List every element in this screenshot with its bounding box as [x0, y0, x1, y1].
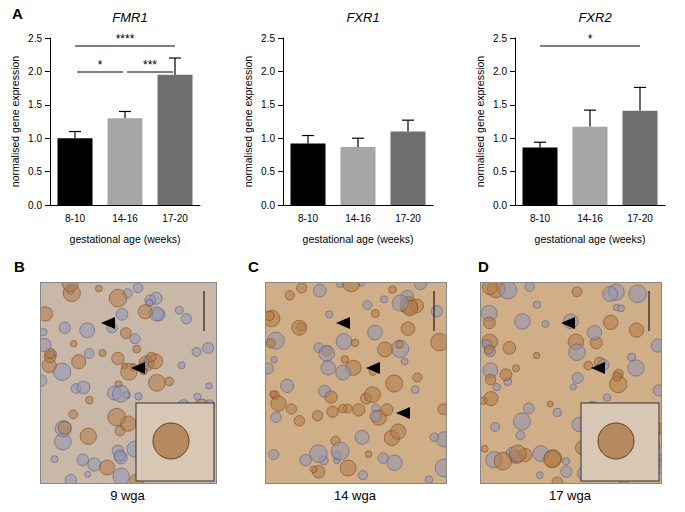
svg-text:1.0: 1.0 — [28, 133, 42, 144]
svg-text:8-10: 8-10 — [298, 213, 318, 224]
html-text:9 wga: 9 wga — [110, 488, 145, 503]
svg-text:0.5: 0.5 — [261, 166, 275, 177]
svg-text:2.0: 2.0 — [261, 66, 275, 77]
svg-text:1.5: 1.5 — [261, 99, 275, 110]
svg-text:gestational age (weeks): gestational age (weeks) — [70, 233, 181, 245]
svg-text:****: **** — [116, 32, 135, 46]
svg-text:1.0: 1.0 — [261, 133, 275, 144]
html-text:D: D — [478, 258, 489, 275]
svg-text:***: *** — [143, 58, 157, 72]
svg-text:2.5: 2.5 — [28, 33, 42, 44]
svg-text:0.0: 0.0 — [493, 200, 507, 211]
svg-text:1.5: 1.5 — [28, 99, 42, 110]
svg-text:2.0: 2.0 — [493, 66, 507, 77]
svg-text:0.0: 0.0 — [261, 200, 275, 211]
svg-text:0.0: 0.0 — [28, 200, 42, 211]
svg-text:*: * — [588, 32, 593, 46]
svg-text:14-16: 14-16 — [345, 213, 371, 224]
svg-text:gestational age (weeks): gestational age (weeks) — [535, 233, 646, 245]
svg-text:14-16: 14-16 — [112, 213, 138, 224]
svg-text:0.5: 0.5 — [28, 166, 42, 177]
svg-text:1.5: 1.5 — [493, 99, 507, 110]
svg-text:A: A — [12, 5, 23, 22]
svg-text:FXR2: FXR2 — [578, 10, 612, 25]
svg-text:17-20: 17-20 — [162, 213, 188, 224]
svg-text:2.5: 2.5 — [261, 33, 275, 44]
svg-text:*: * — [98, 58, 103, 72]
html-text:C: C — [248, 258, 259, 275]
svg-text:1.0: 1.0 — [493, 133, 507, 144]
svg-text:2.5: 2.5 — [493, 33, 507, 44]
svg-text:2.0: 2.0 — [28, 66, 42, 77]
svg-text:normalised gene expression: normalised gene expression — [474, 56, 486, 187]
svg-text:17-20: 17-20 — [627, 213, 653, 224]
svg-text:14-16: 14-16 — [577, 213, 603, 224]
svg-text:17-20: 17-20 — [395, 213, 421, 224]
svg-text:FMR1: FMR1 — [112, 10, 147, 25]
svg-text:8-10: 8-10 — [530, 213, 550, 224]
svg-text:0.5: 0.5 — [493, 166, 507, 177]
svg-text:8-10: 8-10 — [65, 213, 85, 224]
svg-text:FXR1: FXR1 — [346, 10, 379, 25]
svg-text:normalised gene expression: normalised gene expression — [242, 56, 254, 187]
svg-text:gestational age (weeks): gestational age (weeks) — [303, 233, 414, 245]
html-text:17 wga: 17 wga — [549, 488, 591, 503]
svg-text:normalised gene expression: normalised gene expression — [9, 56, 21, 187]
html-text:B: B — [14, 258, 25, 275]
html-text:14 wga: 14 wga — [334, 488, 376, 503]
